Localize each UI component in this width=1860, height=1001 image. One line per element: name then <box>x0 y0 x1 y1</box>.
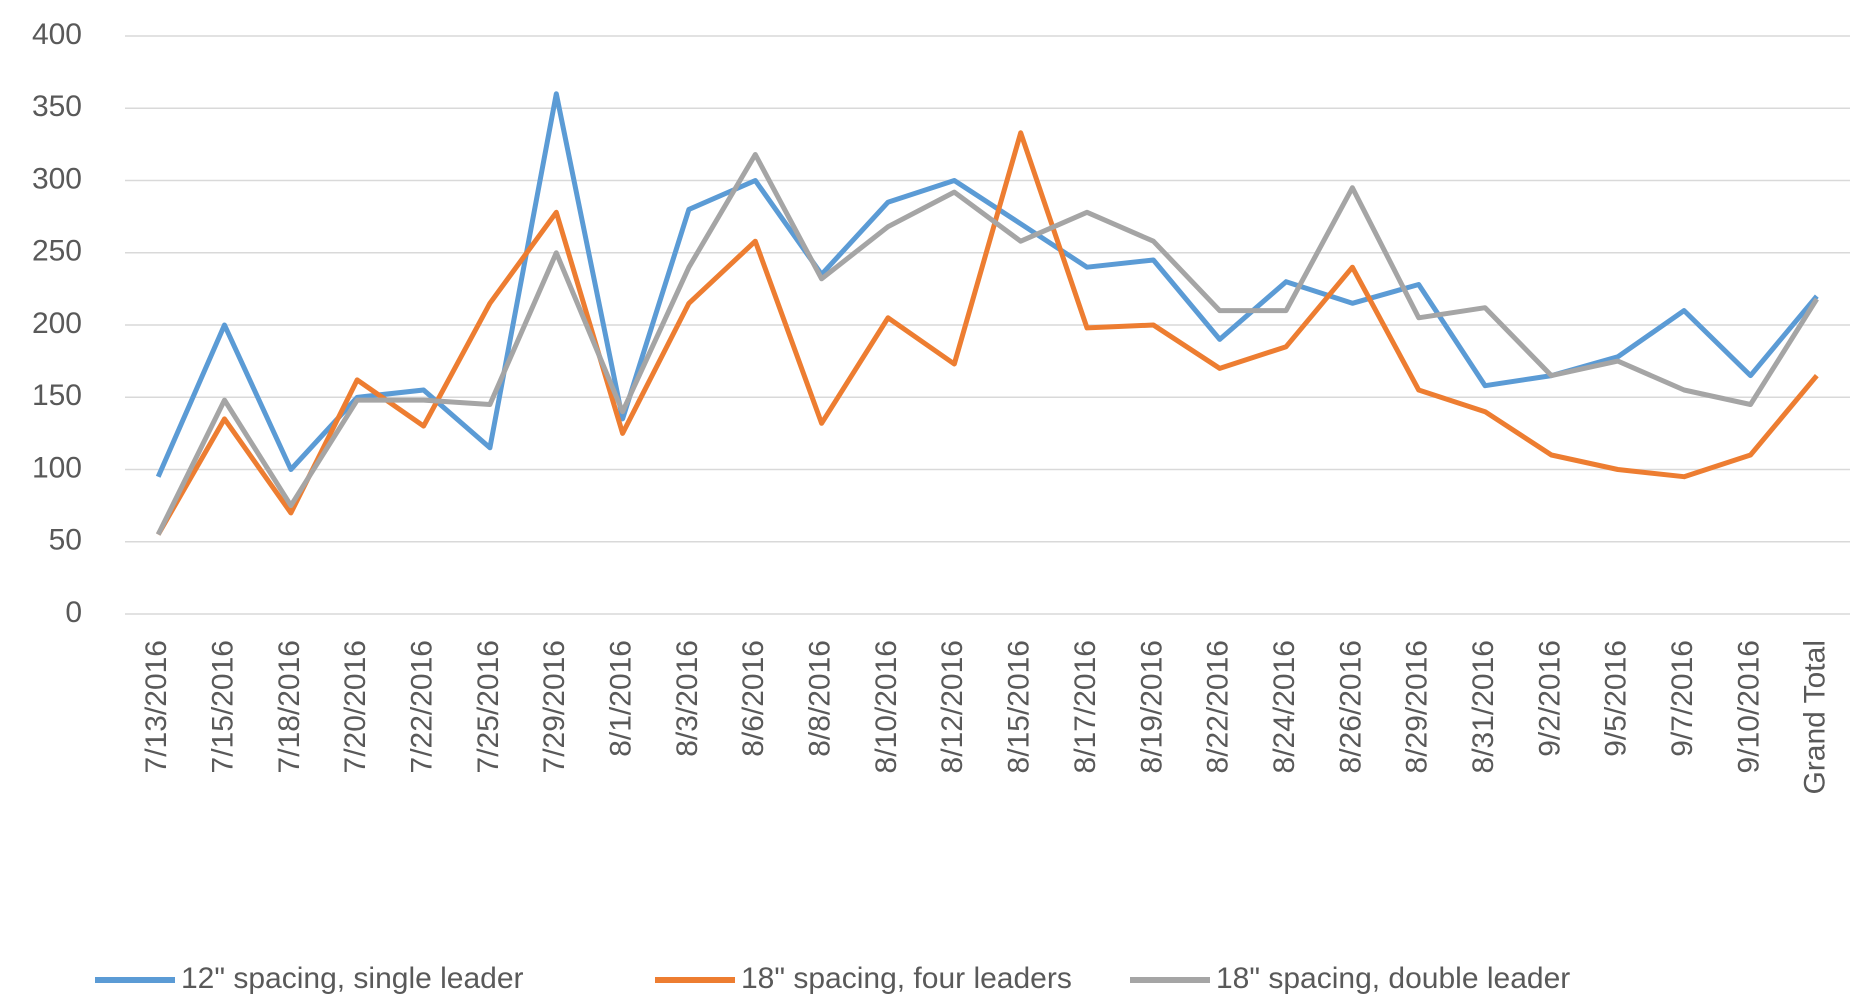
y-tick-label: 350 <box>32 90 82 123</box>
x-tick-label: 8/26/2016 <box>1334 640 1367 773</box>
x-tick-label: 9/10/2016 <box>1732 640 1765 773</box>
x-tick-label: 8/6/2016 <box>737 640 770 757</box>
x-tick-label: 7/13/2016 <box>140 640 173 773</box>
x-tick-label: 8/24/2016 <box>1268 640 1301 773</box>
x-tick-label: 8/8/2016 <box>804 640 837 757</box>
x-tick-label: 9/7/2016 <box>1666 640 1699 757</box>
y-tick-label: 250 <box>32 235 82 268</box>
x-tick-label: 7/25/2016 <box>472 640 505 773</box>
y-tick-label: 0 <box>65 596 82 629</box>
series-line <box>156 130 1819 536</box>
x-tick-label: 7/18/2016 <box>273 640 306 773</box>
y-tick-label: 400 <box>32 18 82 51</box>
y-tick-label: 150 <box>32 379 82 412</box>
legend-label: 18" spacing, four leaders <box>741 962 1072 995</box>
series-line <box>155 91 1819 478</box>
x-tick-label: 7/29/2016 <box>538 640 571 773</box>
x-tick-label: Grand Total <box>1799 640 1832 795</box>
x-tick-label: 9/2/2016 <box>1533 640 1566 757</box>
x-tick-label: 8/3/2016 <box>671 640 704 757</box>
series-line <box>155 152 1819 536</box>
x-tick-label: 9/5/2016 <box>1600 640 1633 757</box>
legend-label: 12" spacing, single leader <box>181 962 524 995</box>
x-tick-label: 8/29/2016 <box>1401 640 1434 773</box>
x-tick-label: 8/1/2016 <box>605 640 638 757</box>
x-tick-label: 7/22/2016 <box>405 640 438 773</box>
y-tick-label: 300 <box>32 162 82 195</box>
x-tick-label: 8/15/2016 <box>1003 640 1036 773</box>
x-tick-label: 8/31/2016 <box>1467 640 1500 773</box>
y-tick-label: 200 <box>32 307 82 340</box>
y-tick-label: 100 <box>32 451 82 484</box>
x-tick-label: 7/20/2016 <box>339 640 372 773</box>
x-tick-label: 8/19/2016 <box>1135 640 1168 773</box>
x-tick-label: 8/10/2016 <box>870 640 903 773</box>
y-tick-label: 50 <box>49 524 82 557</box>
legend-label: 18" spacing, double leader <box>1216 962 1570 995</box>
x-tick-label: 8/12/2016 <box>936 640 969 773</box>
x-tick-label: 8/17/2016 <box>1069 640 1102 773</box>
x-tick-label: 7/15/2016 <box>206 640 239 773</box>
x-tick-label: 8/22/2016 <box>1202 640 1235 773</box>
